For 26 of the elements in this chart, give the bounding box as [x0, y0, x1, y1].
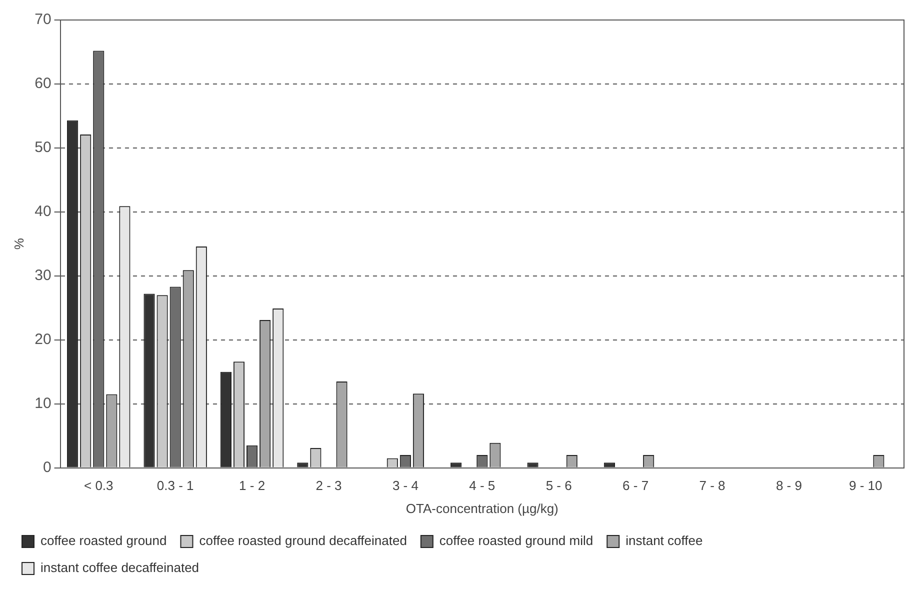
- y-tick-label: 60: [34, 75, 52, 92]
- y-tick-label: 70: [34, 11, 52, 28]
- legend-label: instant coffee decaffeinated: [40, 560, 200, 576]
- x-tick-label: 9 - 10: [849, 478, 882, 494]
- legend-label: coffee roasted ground decaffeinated: [199, 533, 407, 548]
- y-tick-label: 10: [34, 394, 52, 412]
- y-axis-title: %: [11, 238, 26, 250]
- x-tick-label: 7 - 8: [699, 478, 726, 494]
- x-tick-label: 5 - 6: [546, 478, 572, 494]
- x-tick-label: 8 - 9: [776, 478, 802, 494]
- legend-label: coffee roasted ground: [40, 533, 167, 548]
- x-tick-label: 0.3 - 1: [156, 478, 194, 494]
- y-tick-label: 20: [34, 331, 52, 348]
- x-tick-label: < 0.3: [84, 478, 114, 494]
- x-tick-label: 4 - 5: [469, 478, 496, 494]
- y-tick-label: 40: [34, 203, 52, 220]
- legend-label: coffee roasted ground mild: [439, 533, 594, 548]
- x-tick-label: 6 - 7: [622, 478, 649, 494]
- x-tick-label: 3 - 4: [392, 478, 418, 494]
- y-tick-label: 30: [34, 267, 52, 284]
- y-tick-label: 0: [42, 458, 52, 476]
- legend-label: instant coffee: [626, 533, 703, 548]
- x-tick-label: 1 - 2: [239, 478, 266, 494]
- x-tick-label: 2 - 3: [316, 478, 342, 494]
- y-tick-label: 50: [34, 139, 52, 156]
- x-axis-title: OTA-concentration (µg/kg): [406, 500, 558, 516]
